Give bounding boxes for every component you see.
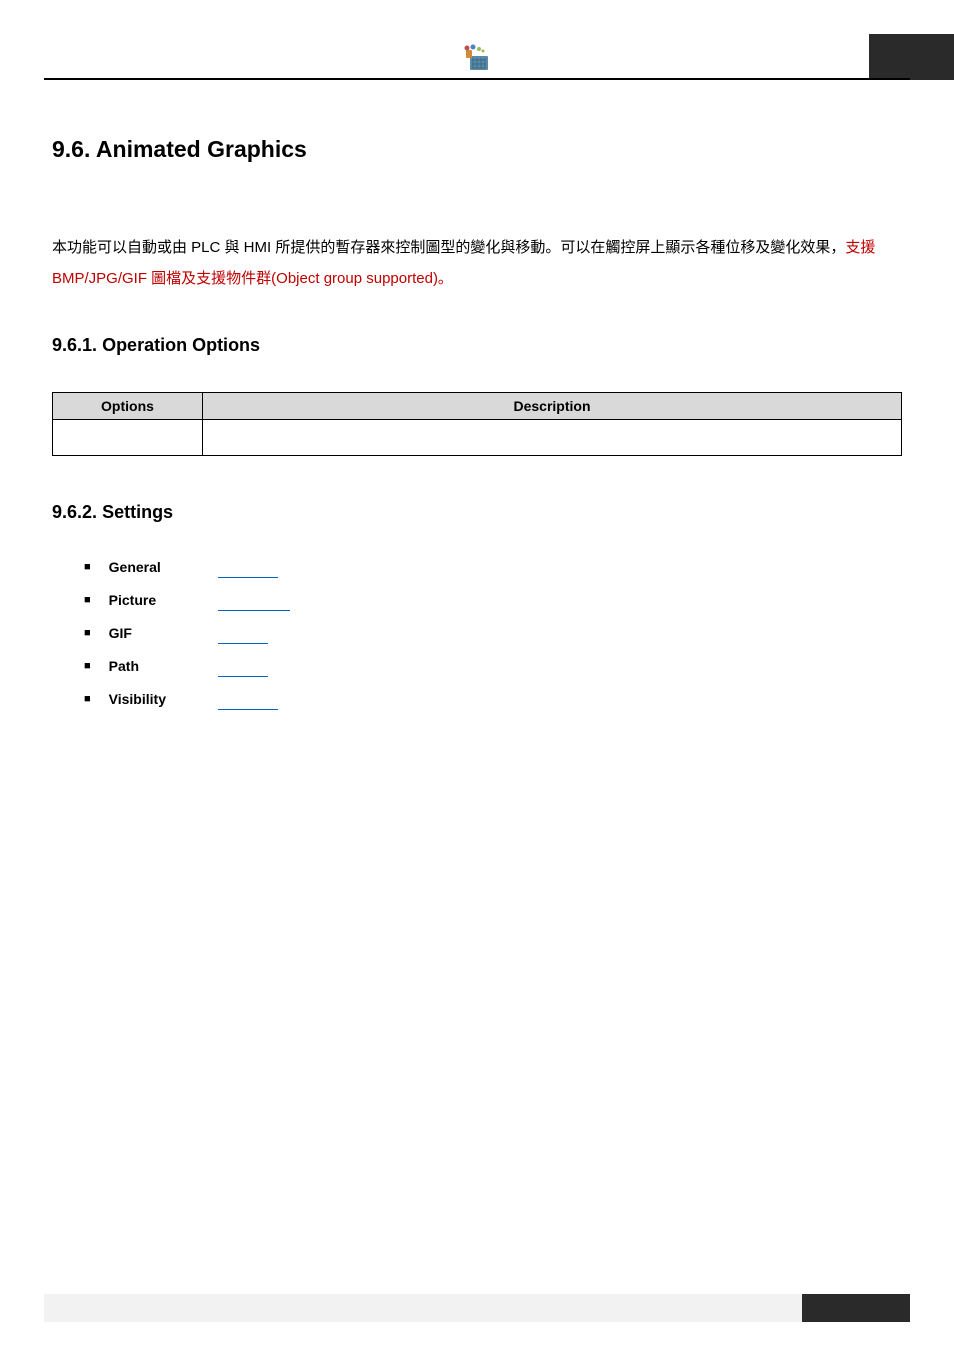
operation-options-heading: 9.6.1. Operation Options (52, 335, 902, 356)
list-item: ■ Visibility (84, 691, 902, 710)
setting-label: Path (109, 658, 177, 674)
settings-row: ■ Visibility (84, 691, 902, 707)
description-cell (203, 419, 902, 455)
options-cell (53, 419, 203, 455)
setting-link-underline[interactable] (218, 643, 268, 644)
table-row (53, 419, 902, 455)
setting-link-underline[interactable] (218, 676, 268, 677)
list-item: ■ Path (84, 658, 902, 677)
setting-link-underline[interactable] (218, 709, 278, 710)
sub1-title: Operation Options (102, 335, 260, 355)
settings-row: ■ Path (84, 658, 902, 674)
table-header-row: Options Description (53, 392, 902, 419)
bullet-icon: ■ (84, 627, 91, 639)
options-header: Options (53, 392, 203, 419)
bullet-icon: ■ (84, 561, 91, 573)
page-content: 9.6. Animated Graphics 本功能可以自動或由 PLC 與 H… (0, 136, 954, 710)
section-number: 9.6. (52, 136, 90, 162)
sub1-number: 9.6.1. (52, 335, 97, 355)
setting-label: Visibility (109, 691, 177, 707)
footer-grey-bar (44, 1294, 910, 1322)
sub2-title: Settings (102, 502, 173, 522)
bullet-icon: ■ (84, 594, 91, 606)
header-black-tab (869, 34, 954, 80)
page-header (0, 0, 954, 80)
animated-graphics-icon (463, 44, 491, 77)
list-item: ■ General (84, 559, 902, 578)
setting-link-underline[interactable] (218, 577, 278, 578)
options-table: Options Description (52, 392, 902, 456)
intro-paragraph: 本功能可以自動或由 PLC 與 HMI 所提供的暫存器來控制圖型的變化與移動。可… (52, 233, 902, 295)
setting-link-underline[interactable] (218, 610, 290, 611)
settings-row: ■ General (84, 559, 902, 575)
bullet-icon: ■ (84, 693, 91, 705)
setting-label: Picture (109, 592, 177, 608)
intro-black: 本功能可以自動或由 PLC 與 HMI 所提供的暫存器來控制圖型的變化與移動。可… (52, 239, 845, 256)
settings-heading: 9.6.2. Settings (52, 502, 902, 523)
settings-row: ■ Picture (84, 592, 902, 608)
settings-row: ■ GIF (84, 625, 902, 641)
bullet-icon: ■ (84, 660, 91, 672)
setting-label: General (109, 559, 177, 575)
footer-black-tab (802, 1294, 910, 1322)
header-rule (44, 78, 910, 80)
section-heading: 9.6. Animated Graphics (52, 136, 902, 163)
setting-label: GIF (109, 625, 177, 641)
description-header: Description (203, 392, 902, 419)
settings-list: ■ General ■ Picture ■ GIF ■ Path ■ Visibility (52, 559, 902, 710)
list-item: ■ GIF (84, 625, 902, 644)
list-item: ■ Picture (84, 592, 902, 611)
sub2-number: 9.6.2. (52, 502, 97, 522)
section-title: Animated Graphics (96, 136, 307, 162)
